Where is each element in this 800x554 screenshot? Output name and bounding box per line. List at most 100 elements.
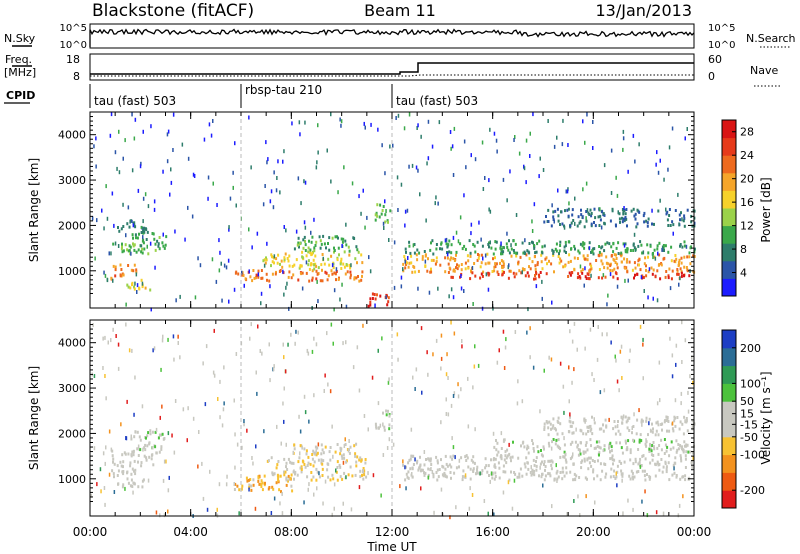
scatter-cell bbox=[313, 246, 316, 250]
scatter-cell bbox=[162, 478, 165, 483]
scatter-cell bbox=[486, 252, 489, 256]
scatter-cell bbox=[548, 420, 551, 424]
scatter-cell bbox=[393, 285, 396, 290]
scatter-cell bbox=[359, 469, 362, 473]
scatter-cell bbox=[161, 404, 163, 409]
scatter-cell bbox=[596, 474, 599, 478]
scatter-cell bbox=[253, 276, 256, 280]
scatter-cell bbox=[513, 471, 516, 474]
scatter-cell bbox=[342, 453, 345, 457]
scatter-cell bbox=[129, 245, 132, 249]
scatter-cell bbox=[128, 244, 131, 248]
scatter-cell bbox=[536, 242, 539, 246]
scatter-cell bbox=[356, 455, 359, 459]
scatter-cell bbox=[476, 258, 479, 262]
scatter-cell bbox=[331, 263, 334, 268]
scatter-cell bbox=[226, 474, 228, 479]
scatter-cell bbox=[616, 284, 619, 289]
scatter-cell bbox=[502, 470, 505, 474]
scatter-cell bbox=[339, 262, 342, 266]
scatter-cell bbox=[313, 460, 316, 464]
scatter-cell bbox=[660, 263, 663, 267]
scatter-cell bbox=[135, 270, 138, 274]
scatter-cell bbox=[222, 407, 225, 412]
noise-right-tick-bottom: 10^0 bbox=[708, 40, 735, 51]
scatter-cell bbox=[557, 416, 560, 420]
scatter-cell bbox=[442, 512, 444, 517]
scatter-cell bbox=[680, 256, 683, 260]
scatter-cell bbox=[446, 352, 448, 357]
scatter-cell bbox=[599, 214, 602, 218]
scatter-cell bbox=[301, 286, 304, 291]
scatter-cell bbox=[480, 472, 483, 476]
scatter-cell bbox=[128, 225, 131, 229]
scatter-cell bbox=[298, 245, 300, 249]
scatter-cell bbox=[144, 448, 147, 452]
scatter-cell bbox=[543, 428, 546, 431]
scatter-cell bbox=[132, 244, 135, 248]
scatter-cell bbox=[510, 247, 513, 251]
scatter-cell bbox=[556, 419, 559, 423]
scatter-cell bbox=[632, 425, 635, 428]
colorbar-tick-label: 50 bbox=[740, 395, 754, 408]
scatter-cell bbox=[463, 139, 466, 144]
scatter-cell bbox=[325, 246, 327, 250]
scatter-cell bbox=[584, 443, 587, 447]
scatter-cell bbox=[494, 457, 497, 461]
scatter-cell bbox=[118, 229, 121, 233]
scatter-cell bbox=[553, 144, 556, 149]
scatter-cell bbox=[147, 478, 150, 483]
scatter-cell bbox=[303, 394, 306, 399]
scatter-cell bbox=[561, 477, 564, 481]
scatter-cell bbox=[445, 397, 447, 402]
scatter-cell bbox=[601, 276, 604, 280]
scatter-cell bbox=[406, 208, 409, 213]
scatter-cell bbox=[538, 474, 540, 478]
scatter-cell bbox=[473, 244, 476, 248]
scatter-cell bbox=[252, 461, 254, 466]
scatter-cell bbox=[649, 428, 652, 433]
scatter-cell bbox=[349, 266, 352, 270]
scatter-cell bbox=[358, 485, 361, 490]
scatter-cell bbox=[404, 465, 406, 470]
scatter-cell bbox=[325, 271, 328, 275]
scatter-cell bbox=[419, 192, 421, 197]
scatter-cell bbox=[620, 251, 623, 255]
scatter-cell bbox=[264, 184, 266, 188]
scatter-cell bbox=[287, 275, 290, 279]
scatter-cell bbox=[539, 462, 542, 466]
scatter-cell bbox=[573, 367, 575, 372]
scatter-cell bbox=[464, 247, 467, 251]
scatter-cell bbox=[647, 270, 650, 274]
scatter-cell bbox=[133, 263, 136, 267]
scatter-cell bbox=[409, 251, 412, 255]
scatter-cell bbox=[614, 425, 617, 429]
scatter-cell bbox=[129, 219, 131, 224]
scatter-cell bbox=[617, 429, 620, 433]
scatter-cell bbox=[440, 356, 443, 361]
scatter-cell bbox=[112, 278, 114, 283]
scatter-cell bbox=[534, 274, 536, 277]
scatter-cell bbox=[545, 215, 547, 218]
scatter-cell bbox=[561, 142, 564, 147]
scatter-cell bbox=[126, 283, 129, 287]
scatter-cell bbox=[336, 258, 339, 262]
scatter-cell bbox=[333, 271, 336, 275]
scatter-cell bbox=[280, 490, 282, 494]
scatter-cell bbox=[559, 223, 561, 226]
scatter-cell bbox=[160, 445, 163, 449]
scatter-cell bbox=[492, 257, 494, 261]
scatter-cell bbox=[588, 246, 591, 251]
scatter-cell bbox=[654, 474, 657, 478]
scatter-cell bbox=[611, 269, 614, 273]
scatter-cell bbox=[151, 446, 154, 450]
scatter-cell bbox=[169, 192, 171, 197]
scatter-cell bbox=[260, 291, 263, 296]
colorbar-swatch bbox=[722, 225, 736, 244]
scatter-cell bbox=[547, 472, 550, 476]
scatter-cell bbox=[613, 258, 616, 262]
scatter-cell bbox=[656, 247, 659, 251]
scatter-cell bbox=[359, 456, 362, 460]
scatter-cell bbox=[613, 267, 616, 271]
scatter-cell bbox=[507, 480, 510, 485]
